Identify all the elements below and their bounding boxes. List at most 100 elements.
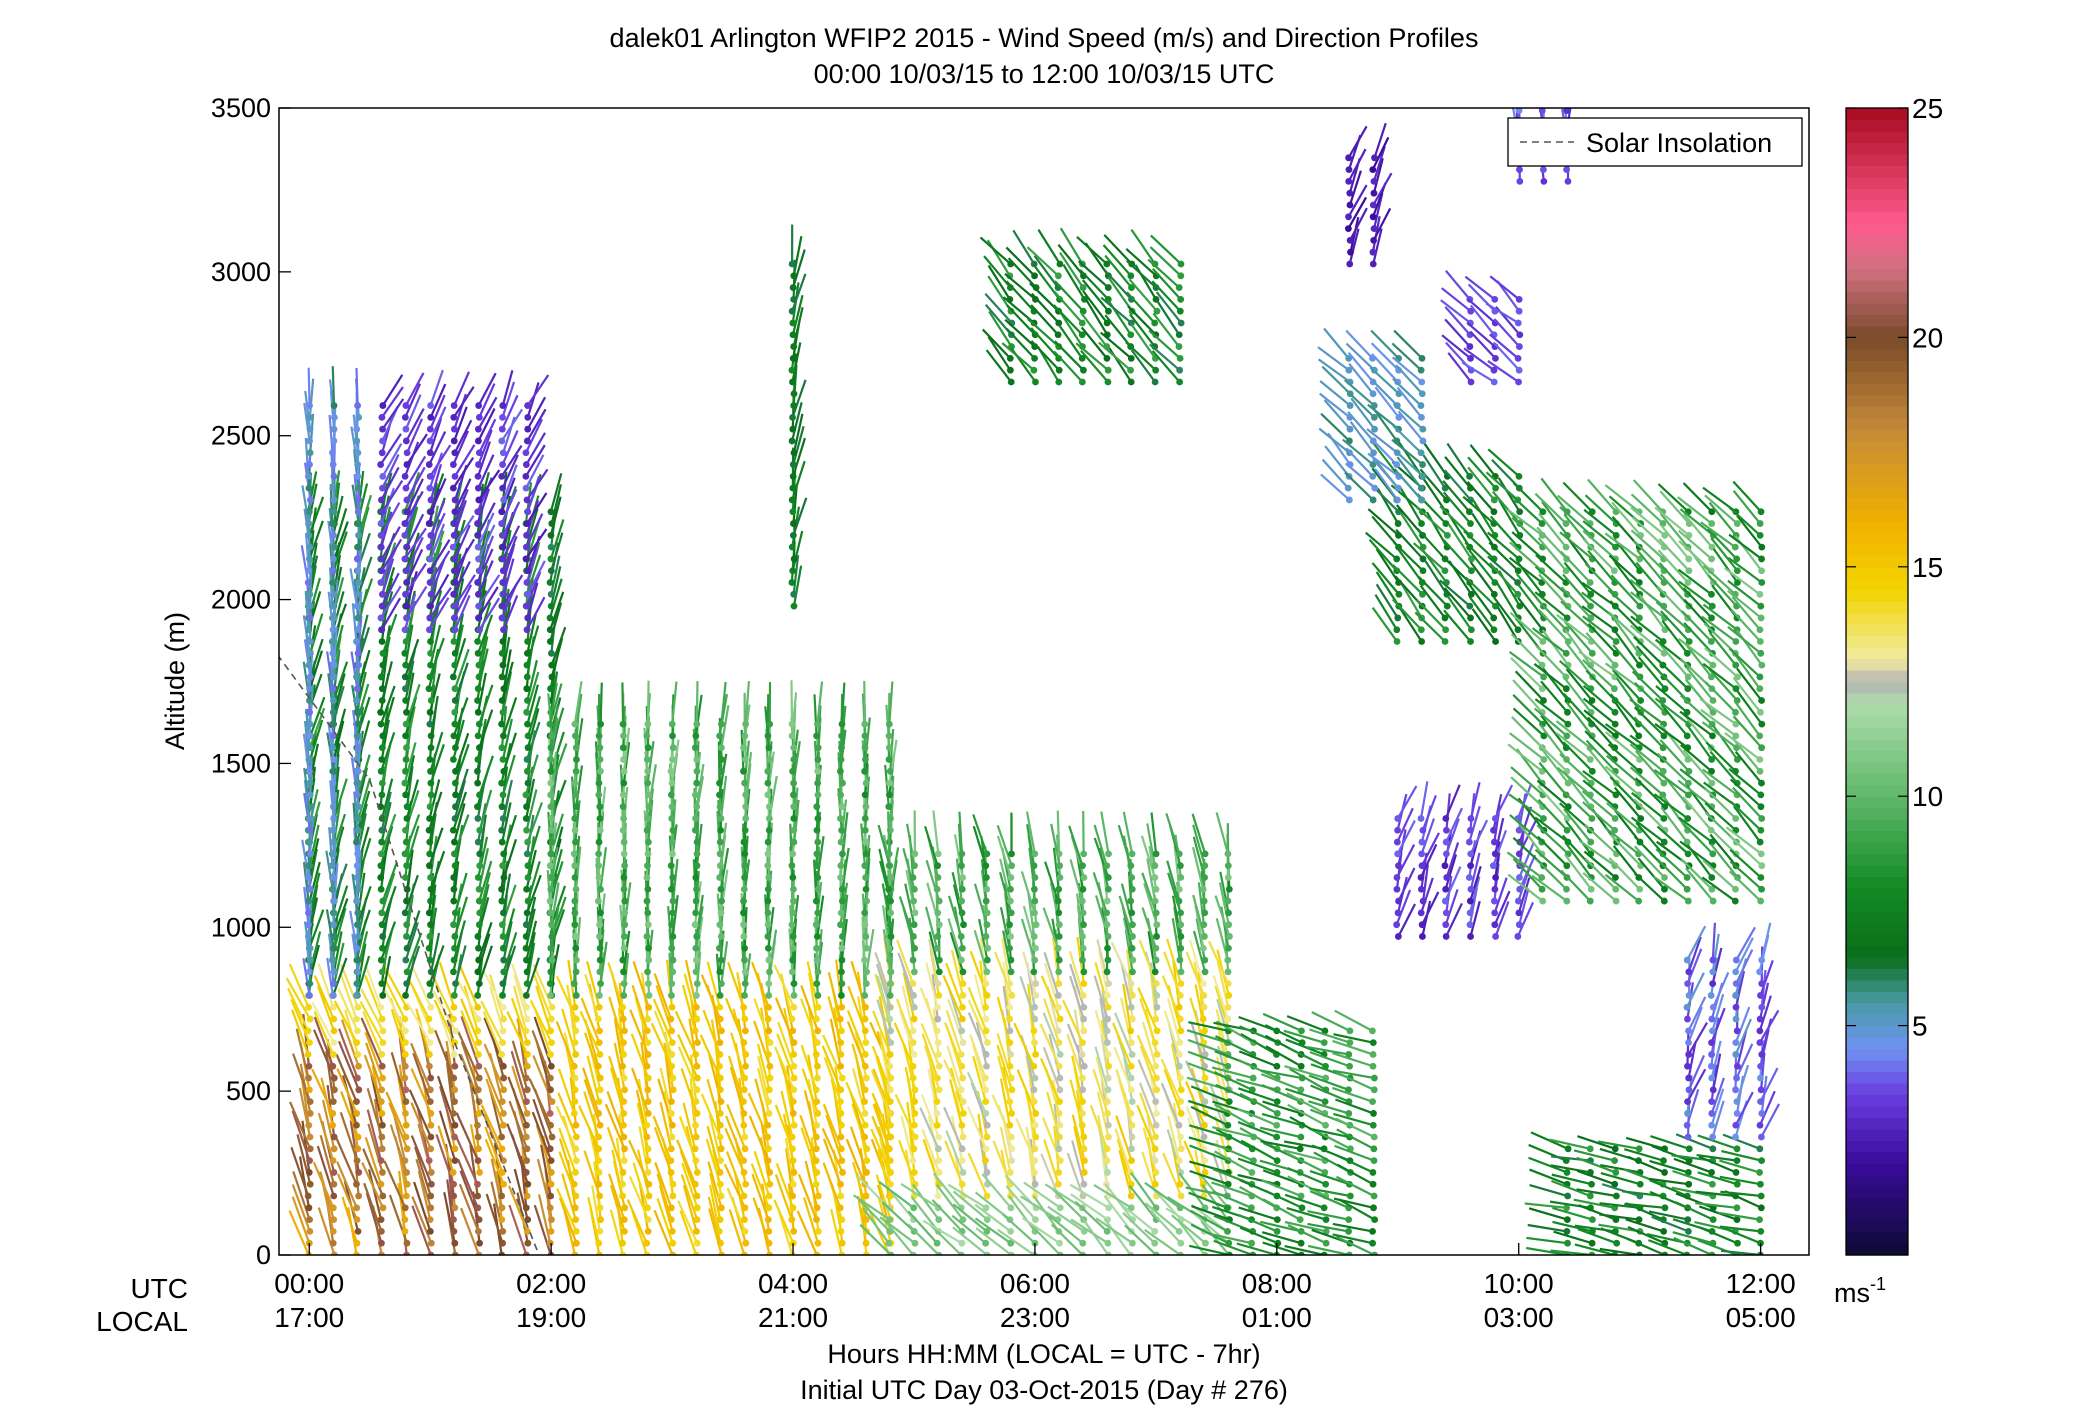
- wind-barb-staff: [381, 955, 392, 996]
- wind-barb-dot: [620, 944, 628, 952]
- wind-barb-staff: [453, 419, 473, 454]
- wind-barb-dot: [474, 1121, 481, 1129]
- wind-barb-dot: [500, 1110, 507, 1117]
- wind-barb-dot: [1128, 1133, 1136, 1141]
- wind-barb-dot: [790, 756, 798, 763]
- wind-barb-staff: [1069, 963, 1085, 1008]
- wind-barb-staff: [1150, 812, 1158, 854]
- wind-barb-staff: [637, 1078, 648, 1126]
- wind-barb-dot: [353, 685, 361, 693]
- wind-barb-staff: [840, 918, 848, 961]
- wind-barb-dot: [667, 1157, 675, 1165]
- wind-barb-staff: [295, 1028, 310, 1079]
- wind-barb-staff: [307, 367, 311, 406]
- wind-barb-dot: [426, 1098, 434, 1106]
- wind-barb-staff: [317, 1112, 335, 1161]
- wind-barb-dot: [403, 461, 411, 468]
- wind-barb-dot: [1008, 862, 1016, 870]
- wind-barb-dot: [304, 579, 312, 586]
- wind-barb-staff: [898, 896, 915, 937]
- wind-barb-dot: [668, 1003, 676, 1011]
- wind-barb-dot: [814, 838, 822, 846]
- wind-barb-dot: [740, 1098, 747, 1106]
- wind-barb-staff: [945, 962, 964, 1008]
- wind-barb-dot: [790, 1051, 798, 1058]
- wind-barb-staff: [1149, 246, 1182, 277]
- wind-barb-staff: [428, 779, 441, 819]
- wind-barb-dot: [619, 1180, 626, 1188]
- wind-barb-staff: [333, 800, 342, 843]
- wind-barb-dot: [1320, 1039, 1328, 1047]
- wind-barb-dot: [1371, 1251, 1378, 1255]
- wind-barb-dot: [1080, 874, 1088, 881]
- wind-barb-dot: [450, 885, 458, 893]
- wind-barb-dot: [476, 909, 484, 917]
- wind-barb-dot: [499, 555, 507, 563]
- wind-barb-staff: [379, 685, 396, 725]
- wind-barb-dot: [571, 815, 579, 822]
- wind-barb-staff: [507, 1076, 528, 1126]
- wind-barb-dot: [742, 720, 750, 728]
- wind-barb-dot: [983, 850, 991, 858]
- wind-barb-staff: [921, 1033, 939, 1079]
- wind-barb-dot: [1466, 897, 1474, 905]
- wind-barb-dot: [329, 826, 337, 834]
- wind-barb-dot: [306, 1098, 314, 1106]
- wind-barb-dot: [789, 461, 797, 468]
- wind-barb-dot: [523, 826, 530, 834]
- wind-barb-staff: [1165, 938, 1182, 984]
- wind-barb-dot: [1199, 1015, 1207, 1023]
- wind-barb-staff: [1122, 811, 1134, 855]
- wind-barb-dot: [379, 1027, 387, 1035]
- wind-barb-staff: [1239, 1226, 1279, 1245]
- wind-barb-dot: [693, 862, 701, 870]
- wind-barb-dot: [570, 1062, 578, 1070]
- wind-barb-staff: [339, 963, 359, 1008]
- wind-barb-staff: [1309, 1187, 1351, 1198]
- wind-barb-dot: [837, 1062, 844, 1070]
- wind-barb-dot: [1177, 1110, 1185, 1117]
- wind-barb-staff: [1396, 819, 1416, 855]
- wind-barb-dot: [355, 921, 362, 929]
- wind-barb-dot: [982, 1086, 990, 1094]
- wind-barb-dot: [474, 815, 482, 822]
- wind-barb-dot: [717, 909, 725, 917]
- wind-barb-staff: [460, 1010, 480, 1055]
- wind-barb-dot: [1177, 1133, 1184, 1141]
- wind-barb-staff: [1058, 310, 1084, 348]
- wind-barb-staff: [634, 997, 649, 1043]
- wind-barb-staff: [707, 1196, 722, 1244]
- wind-barb-dot: [498, 897, 506, 905]
- wind-barb-dot: [548, 1216, 555, 1224]
- wind-barb-staff: [291, 1196, 311, 1244]
- wind-barb-dot: [1201, 1074, 1209, 1082]
- wind-barb-staff: [708, 1208, 723, 1255]
- wind-barb-staff: [695, 681, 699, 725]
- wind-barb-staff: [1076, 235, 1108, 265]
- wind-barb-dot: [934, 1003, 941, 1011]
- wind-barb-dot: [1176, 354, 1184, 362]
- wind-barb-dot: [353, 815, 361, 822]
- wind-barb-staff: [822, 1138, 842, 1185]
- wind-barb-staff: [1261, 1112, 1303, 1127]
- wind-barb-staff: [1146, 858, 1157, 902]
- wind-barb-dot: [740, 1251, 748, 1255]
- wind-barb-staff: [460, 1207, 480, 1255]
- wind-barb-staff: [353, 474, 360, 512]
- wind-barb-staff: [606, 1091, 625, 1138]
- wind-barb-dot: [741, 850, 749, 858]
- wind-barb-staff: [777, 1021, 795, 1067]
- wind-barb-dot: [838, 1027, 845, 1035]
- wind-barb-dot: [620, 838, 628, 846]
- wind-barb-dot: [764, 732, 772, 740]
- wind-barb-staff: [502, 525, 521, 560]
- wind-barb-dot: [378, 685, 386, 693]
- wind-barb-dot: [1055, 1062, 1063, 1070]
- wind-barb-staff: [454, 743, 470, 784]
- wind-barb-dot: [1054, 272, 1062, 280]
- wind-barb-staff: [482, 1011, 503, 1055]
- wind-barb-dot: [571, 1086, 579, 1094]
- wind-barb-staff: [454, 768, 469, 808]
- wind-barb-dot: [910, 1121, 918, 1129]
- wind-barb-dot: [958, 909, 966, 917]
